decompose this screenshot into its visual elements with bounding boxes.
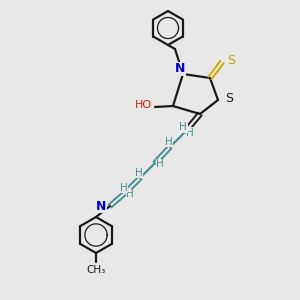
Text: HO: HO bbox=[135, 100, 152, 110]
Text: H: H bbox=[120, 183, 127, 193]
Text: H: H bbox=[135, 168, 142, 178]
Text: H: H bbox=[165, 137, 172, 147]
Text: S: S bbox=[225, 92, 233, 106]
Text: H: H bbox=[156, 159, 164, 169]
Text: N: N bbox=[175, 62, 185, 76]
Text: N: N bbox=[96, 200, 106, 212]
Text: CH₃: CH₃ bbox=[86, 265, 106, 275]
Text: H: H bbox=[179, 122, 187, 132]
Text: S: S bbox=[227, 53, 235, 67]
Text: H: H bbox=[186, 128, 194, 138]
Text: H: H bbox=[126, 189, 134, 199]
